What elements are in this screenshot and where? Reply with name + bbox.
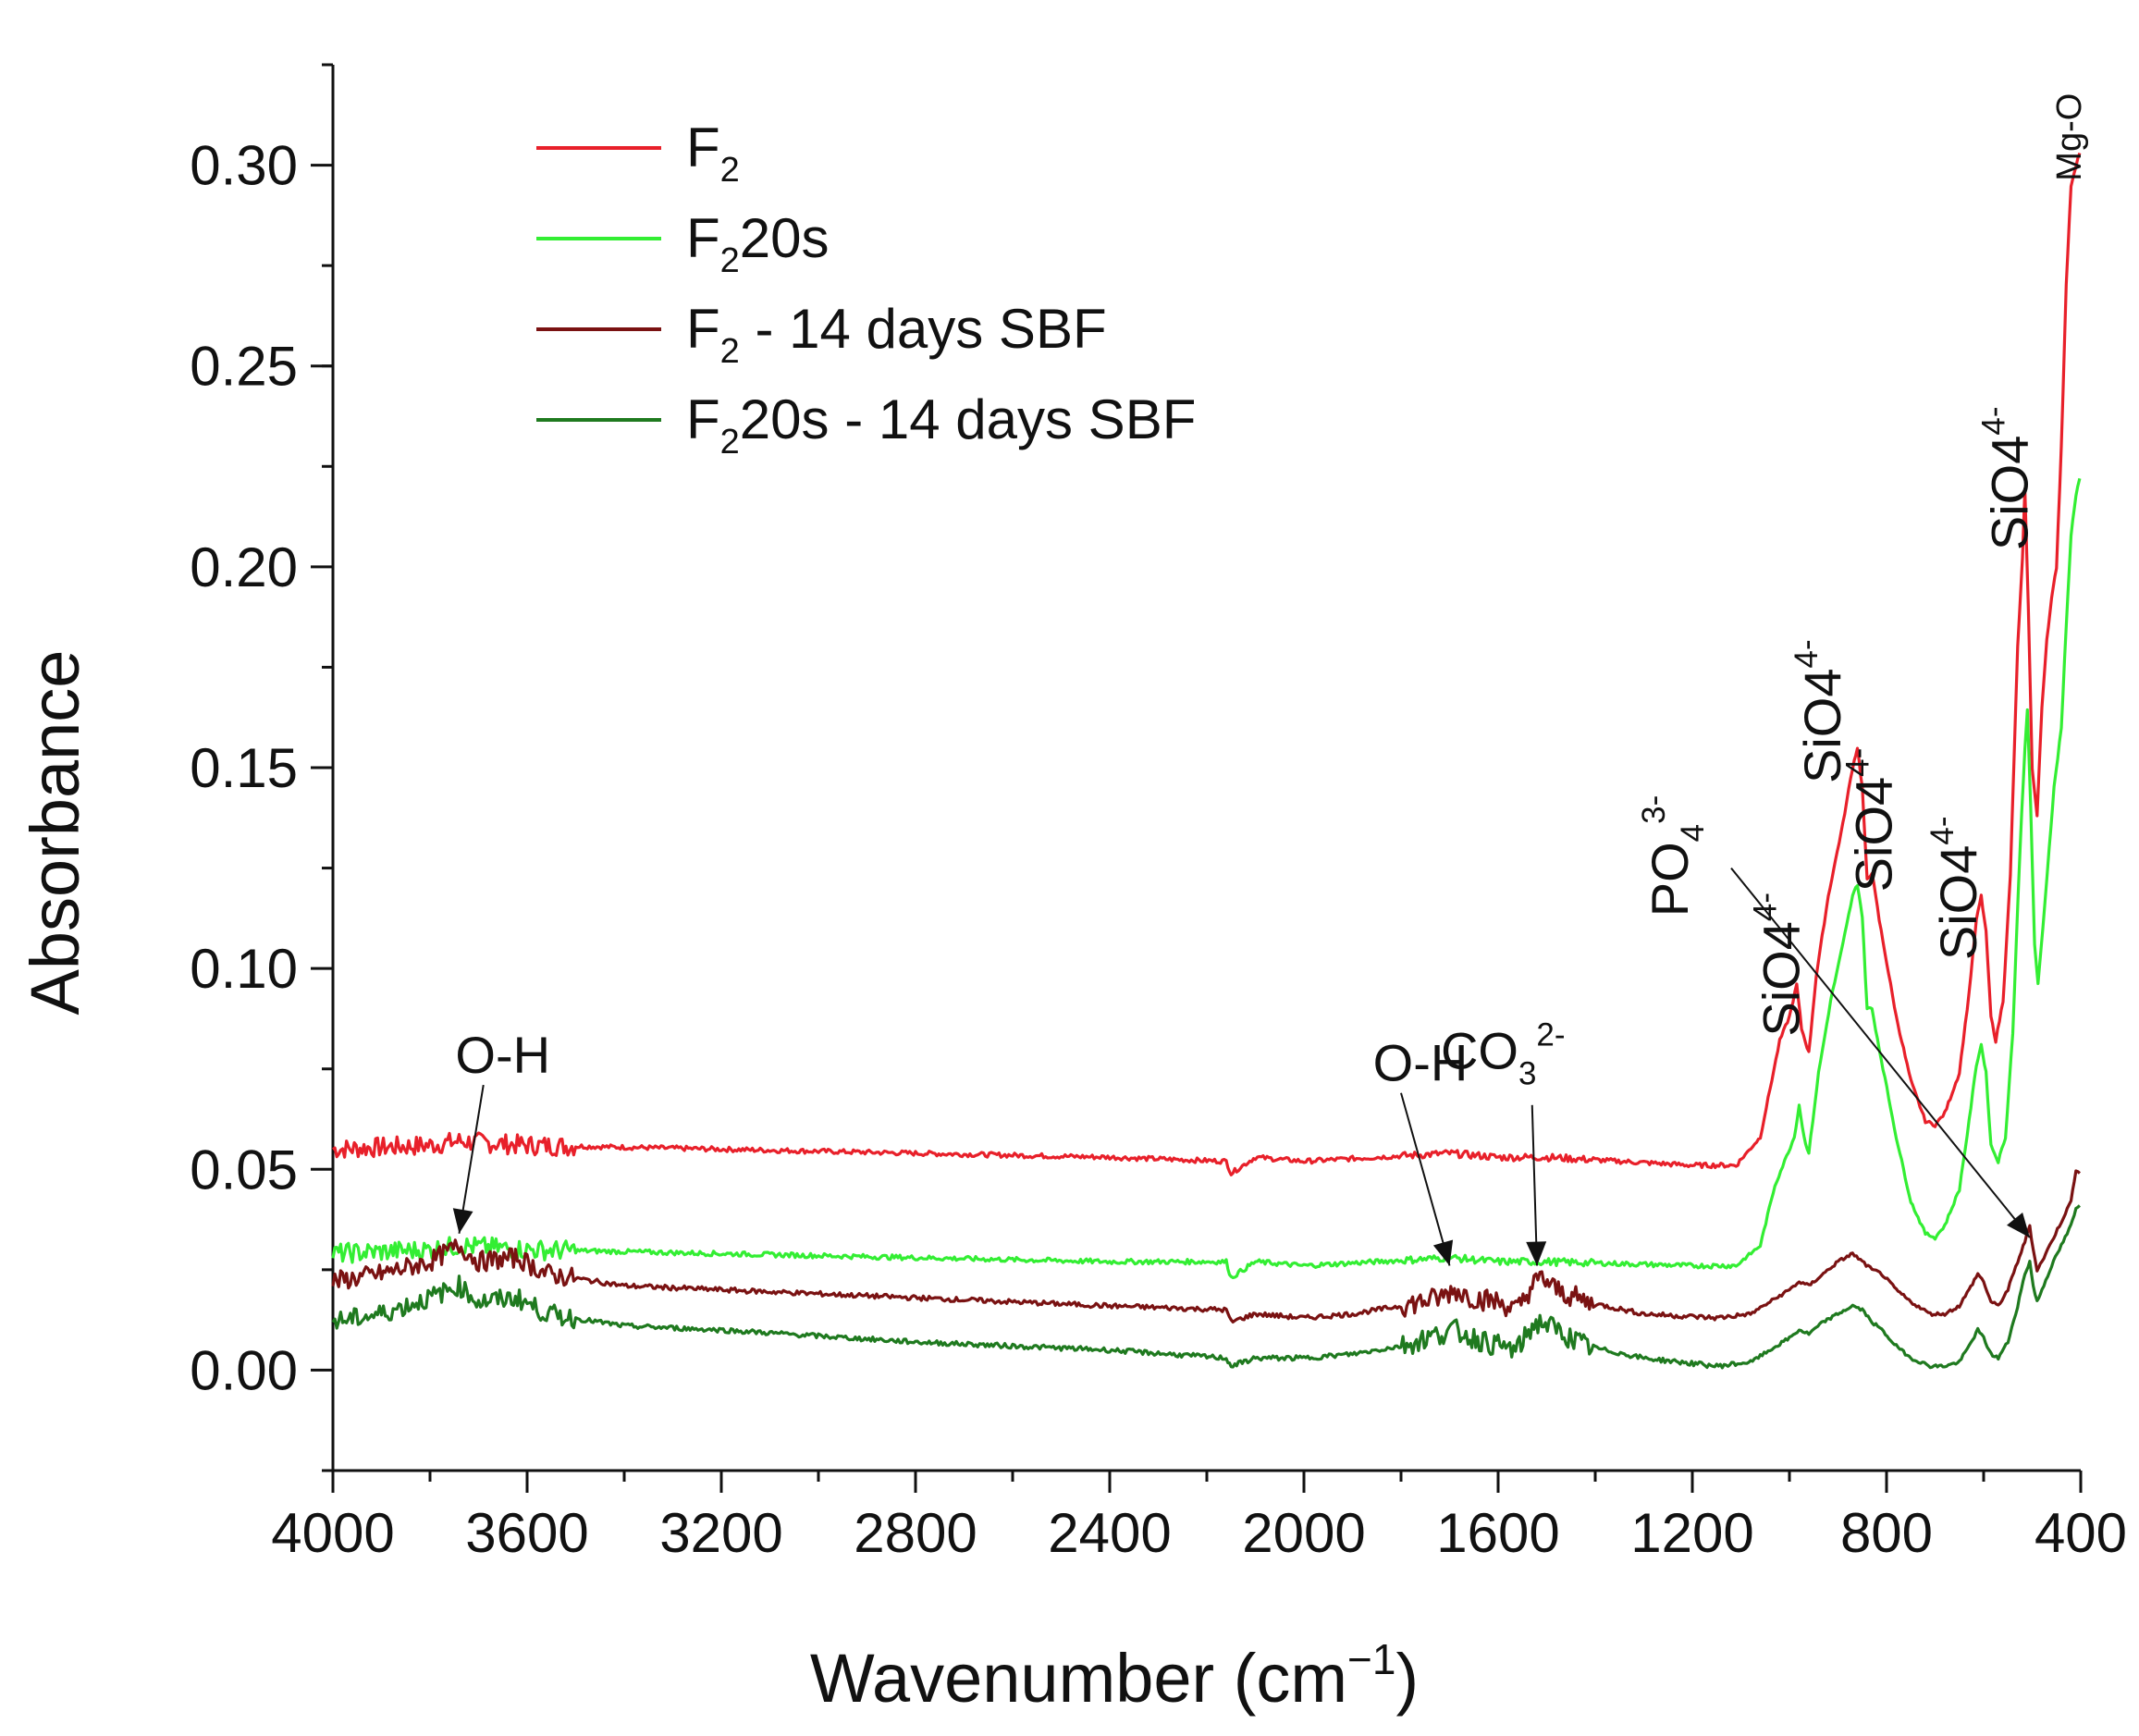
x-tick-label: 2000 [1242,1502,1365,1564]
legend-label: F220s [686,207,830,280]
legend-item-4: F220s - 14 days SBF [536,388,1196,462]
y-tick-label: 0.00 [190,1339,298,1401]
annotation-label: O-H [455,1026,550,1084]
annotation-oh-1: O-H [452,1026,550,1234]
legend-label: F2 - 14 days SBF [686,298,1107,371]
annotation-label: SiO44- [1748,893,1811,1037]
annotation-mg-o: Mg-O [2050,93,2089,181]
legend-label: F2 [686,117,740,190]
annotation-label: CO32- [1441,1017,1566,1092]
annotation-arrowhead [1526,1241,1547,1266]
x-tick-label: 4000 [271,1502,394,1564]
y-tick-label: 0.30 [190,135,298,197]
series-line-2 [331,477,2082,1280]
series-line-4 [331,1204,2081,1370]
y-tick-label: 0.15 [190,737,298,799]
x-tick-label: 800 [1840,1502,1933,1564]
annotation-label: SiO44- [1839,748,1902,893]
annotation-label: SiO44- [1924,816,1987,960]
annotation-arrow-line [1400,1092,1451,1266]
annotation-arrowhead [452,1208,473,1234]
annotation-arrow-line [458,1084,485,1234]
x-tick-label: 3200 [659,1502,782,1564]
annotation-label: SiO44- [1975,406,2038,550]
annotation-label: Mg-O [2050,93,2089,181]
annotation-label: PO43- [1636,795,1711,917]
annotation-sio4-2: SiO44- [1789,639,1851,783]
annotation-co3: CO32- [1441,1017,1566,1266]
annotation-oh-2: O-H [1373,1034,1469,1266]
x-tick-label: 1200 [1630,1502,1753,1564]
annotation-label: O-H [1373,1034,1469,1092]
annotation-po4: PO43- [1636,795,2031,1238]
x-axis-title: Wavenumber (cm−1) [810,1635,1419,1717]
x-tick-label: 2800 [854,1502,977,1564]
series-layer [331,152,2082,1370]
annotation-arrow-line [1530,1104,1538,1266]
y-tick-label: 0.25 [190,336,298,398]
annotation-arrowhead [1432,1239,1454,1266]
annotation-arrowhead [2007,1213,2030,1238]
series-line-3 [331,1169,2081,1324]
annotation-sio4-1: SiO44- [1748,893,1811,1037]
y-tick-label: 0.20 [190,536,298,598]
series-line-1 [332,152,2082,1176]
axes: 0.00 0.05 0.10 0.15 0.20 0.25 0.30 4000 3600 3200… [190,63,2127,1564]
annotation-sio4-4: SiO44- [1924,816,1987,960]
annotation-arrow-line [1730,867,2031,1238]
legend-item-3: F2 - 14 days SBF [536,298,1107,371]
x-tick-label: 2400 [1048,1502,1171,1564]
x-tick-label: 3600 [465,1502,588,1564]
legend-item-1: F2 [536,117,740,190]
annotation-label: SiO44- [1789,639,1851,783]
legend: F2 F220s F2 - 14 days SBF F220s - 14 days S… [536,117,1196,462]
annotation-sio4-3: SiO44- [1839,748,1902,893]
legend-item-2: F220s [536,207,830,280]
legend-label: F220s - 14 days SBF [686,388,1196,462]
y-axis-title: Absorbance [17,650,93,1016]
x-tick-label: 400 [2035,1502,2127,1564]
y-tick-label: 0.05 [190,1139,298,1200]
annotations: O-H O-HCO32-PO43-SiO44-SiO44-SiO44-SiO44-… [452,93,2089,1266]
y-tick-label: 0.10 [190,938,298,1000]
annotation-sio4-5: SiO44- [1975,406,2038,550]
x-tick-label: 1600 [1436,1502,1559,1564]
